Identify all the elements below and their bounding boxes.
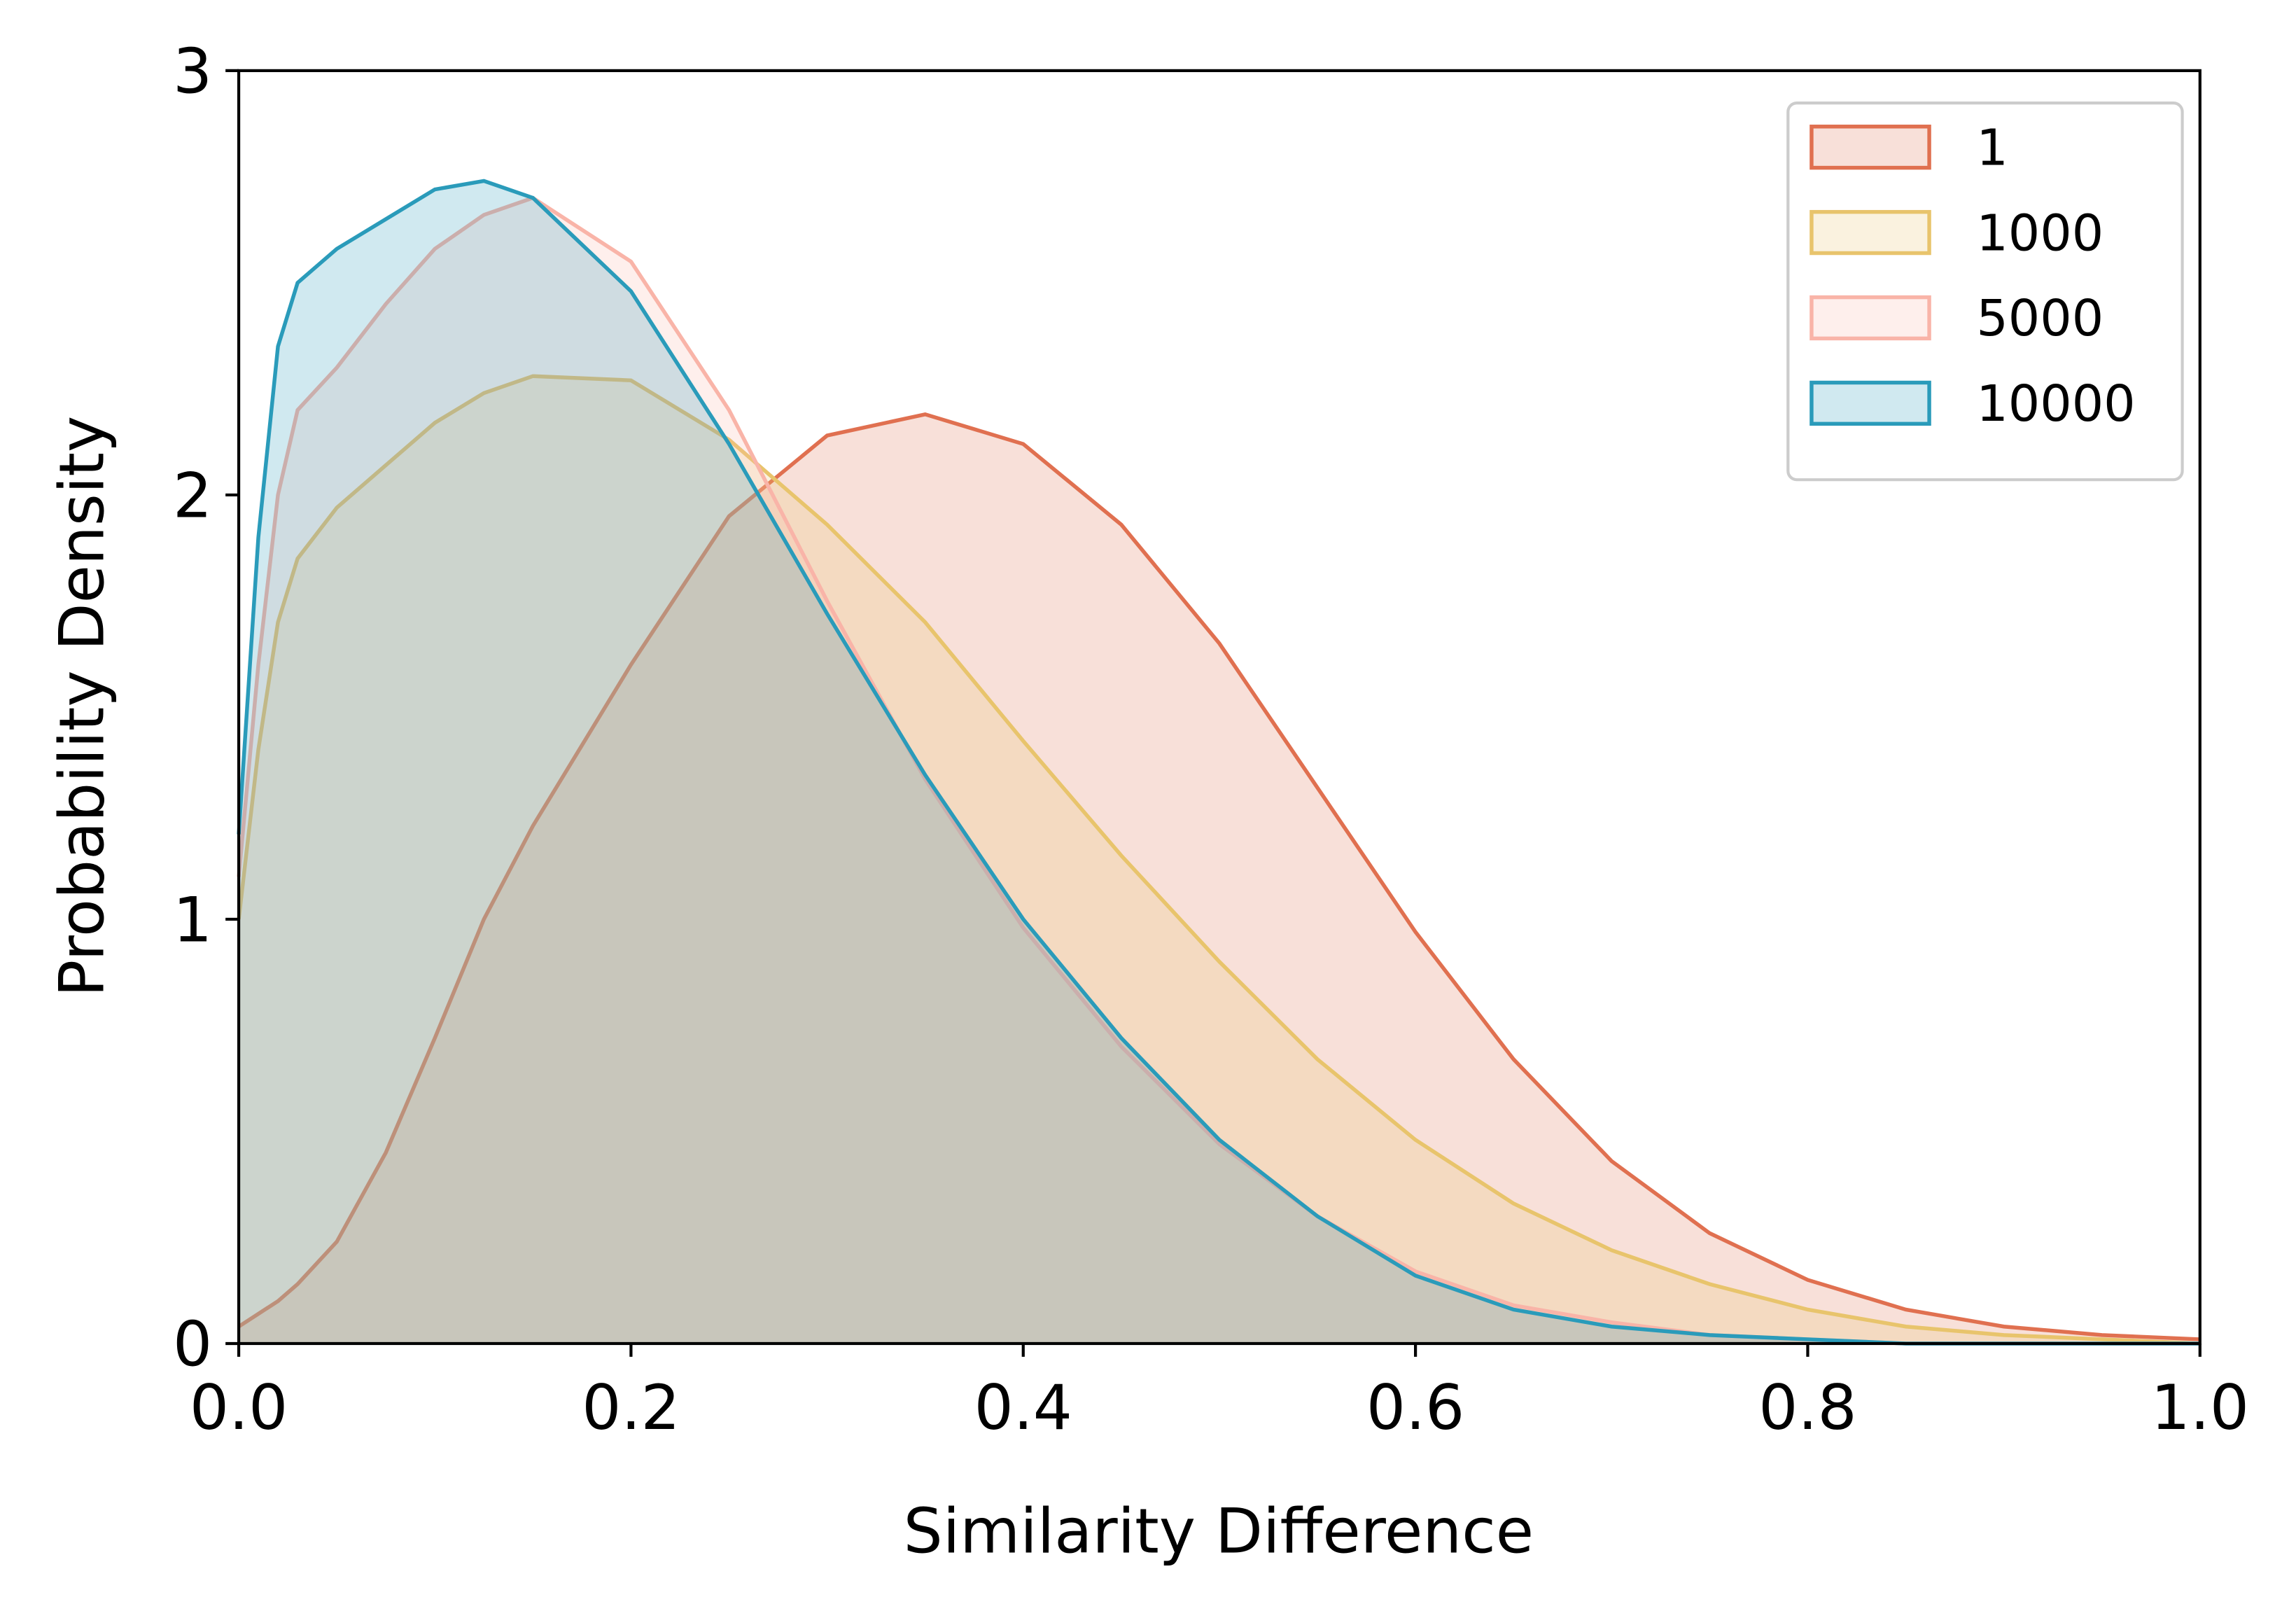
area-fill (239, 376, 2200, 1344)
x-tick-label: 1.0 (2151, 1372, 2249, 1444)
area-line (237, 179, 2200, 1346)
legend-swatch (1809, 209, 1931, 256)
legend-label: 5000 (1976, 289, 2104, 347)
x-axis-label: Similarity Difference (904, 1495, 1534, 1567)
area-fill (239, 414, 2200, 1344)
x-tick-label: 0.0 (190, 1372, 288, 1444)
x-tick-label: 0.8 (1758, 1372, 1856, 1444)
y-tick-label: 2 (173, 459, 212, 531)
legend-label: 1 (1976, 118, 2008, 176)
x-tick-label: 0.6 (1366, 1372, 1464, 1444)
area-line (237, 374, 2200, 1346)
legend-swatch (1809, 295, 1931, 341)
y-tick-label: 0 (173, 1309, 212, 1381)
legend-swatch (1809, 380, 1931, 426)
x-tick-label: 0.4 (974, 1372, 1072, 1444)
area-fill (239, 197, 2200, 1344)
x-tick-label: 0.2 (582, 1372, 680, 1444)
legend-frame (1786, 102, 2184, 482)
legend-label: 10000 (1976, 375, 2135, 433)
y-tick-label: 3 (173, 35, 212, 107)
y-axis-label: Probability Density (46, 416, 118, 997)
area-line (237, 412, 2200, 1341)
area-fill (239, 181, 2200, 1344)
y-tick-label: 1 (173, 884, 212, 956)
plot-frame (237, 69, 2202, 1346)
legend-swatch (1809, 125, 1931, 170)
legend-label: 1000 (1976, 204, 2104, 262)
legend: 1 1000 5000 10000 (1786, 102, 2184, 482)
